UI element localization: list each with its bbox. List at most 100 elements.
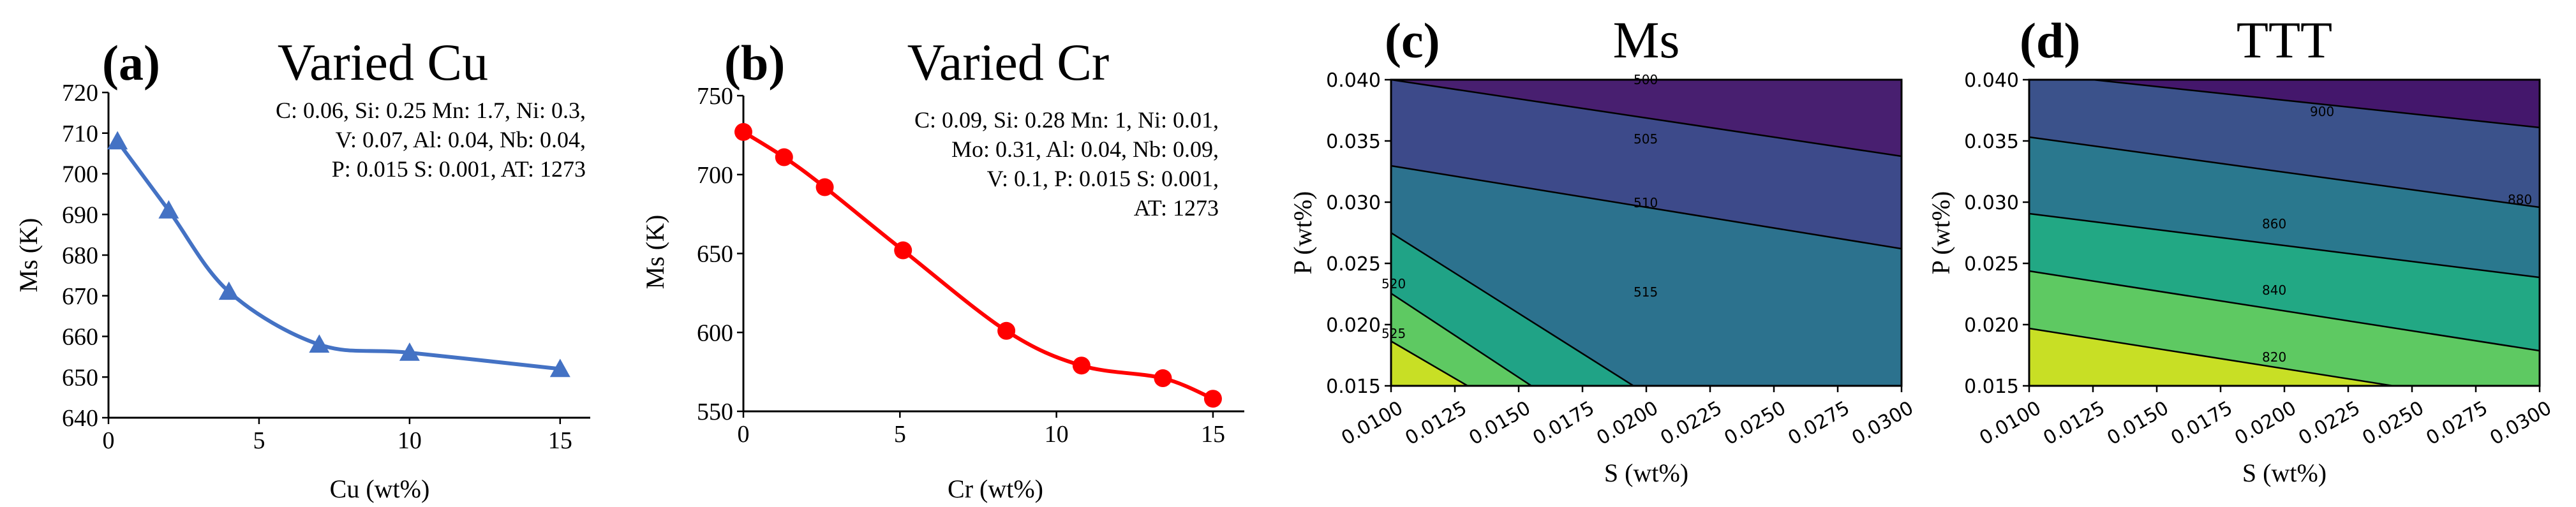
panel-b-series-line [742, 130, 1214, 400]
panel-a-data-point [107, 131, 128, 150]
panel-c-band-3 [1391, 166, 1902, 386]
panel-d-x-tick-label: 0.0100 [1976, 397, 2044, 450]
panel-b-data-point [775, 148, 793, 166]
panel-c-x-tick-label: 0.0250 [1720, 397, 1789, 450]
panel-c-x-tick-label: 0.0175 [1529, 397, 1598, 450]
panel-a-x-tick-label: 10 [398, 427, 422, 454]
panel-b-annotation: C: 0.09, Si: 0.28 Mn: 1, Ni: 0.01, Mo: 0.… [914, 107, 1219, 221]
panel-d-x-tick-label: 0.0150 [2103, 397, 2172, 450]
panel-d-y-tick-labels: 0.015 0.020 0.025 0.030 0.035 0.040 [1964, 70, 2029, 398]
panel-b-y-tick-label: 600 [697, 320, 733, 346]
panel-b-y-tick-label: 750 [697, 83, 733, 110]
panel-a-title: Varied Cu [278, 33, 488, 91]
panel-c: (c) Ms 500 505 510 515 520 525 0.0150.02… [1288, 11, 1917, 487]
panel-c-x-tick-label: 0.0100 [1337, 397, 1406, 450]
panel-a-y-tick-label: 650 [62, 364, 98, 391]
panel-d-x-tick-label: 0.0275 [2422, 397, 2491, 450]
panel-c-contour-fill [1391, 80, 1902, 386]
panel-a-y-tick-label: 670 [62, 283, 98, 310]
panel-d-contour-label-5: 900 [2310, 104, 2334, 119]
panel-c-y-tick-label: 0.030 [1326, 192, 1381, 214]
panel-d-y-label: P (wt%) [1926, 191, 1955, 275]
panel-d-contour-line-3 [2029, 212, 2540, 279]
panel-d-x-tick-label: 0.0200 [2231, 397, 2300, 450]
panel-b-x-tick-labels: 0 5 10 15 [738, 421, 1225, 448]
panel-d-contour-line-4 [2029, 270, 2540, 352]
panel-c-x-tick-labels: 0.01000.01250.01500.01750.02000.02250.02… [1337, 386, 1917, 450]
panel-d-y-tick-label: 0.015 [1964, 376, 2019, 398]
panel-d-contour-line-1 [2092, 80, 2540, 129]
panel-c-y-tick-label: 0.020 [1326, 314, 1381, 337]
panel-b-y-tick-labels: 550 600 650 700 750 [697, 83, 733, 425]
panel-b-x-label: Cr (wt%) [948, 474, 1043, 503]
panel-c-letter: (c) [1385, 13, 1440, 68]
panel-b-data-point [1154, 369, 1172, 388]
panel-b-letter: (b) [724, 35, 785, 91]
panel-c-contour-label-4: 515 [1634, 284, 1658, 300]
panel-b-data-point [734, 122, 752, 141]
panel-c-y-tick-label: 0.025 [1326, 253, 1381, 276]
panel-a-annotation-line: P: 0.015 S: 0.001, AT: 1273 [332, 156, 586, 182]
panel-b-y-tick-label: 550 [697, 399, 733, 425]
panel-b-data-point [894, 241, 912, 260]
panel-b-data-point [1203, 390, 1222, 408]
panel-a-data-point [158, 200, 179, 219]
panel-d-contour-label-1: 820 [2262, 349, 2286, 365]
panel-c-x-tick-label: 0.0150 [1465, 397, 1534, 450]
panel-c-contour-label-3: 510 [1634, 195, 1658, 210]
panel-a-y-tick-labels: 640 650 660 670 680 690 700 710 720 [62, 80, 98, 432]
panel-d: (d) TTT 820 840 860 880 900 0.0150.0200.… [1926, 11, 2556, 487]
panel-b-x-tick-label: 10 [1045, 421, 1069, 448]
panel-a: (a) Varied Cu C: 0.06, Si: 0.25 Mn: 1.7,… [14, 33, 590, 503]
panel-a-data-point [218, 281, 239, 300]
panel-c-x-tick-label: 0.0225 [1657, 397, 1725, 450]
panel-c-x-label: S (wt%) [1604, 459, 1688, 487]
panel-b-data-point [997, 321, 1016, 340]
panel-d-contour-label-2: 840 [2262, 283, 2286, 298]
panel-c-contour-label-5: 520 [1381, 276, 1406, 291]
panel-c-y-label: P (wt%) [1288, 191, 1317, 275]
panel-d-contour-label-4: 880 [2508, 192, 2532, 207]
panel-b-annotation-line: Mo: 0.31, Al: 0.04, Nb: 0.09, [951, 136, 1219, 162]
panel-d-band-3 [2029, 137, 2540, 277]
panel-c-x-tick-label: 0.0125 [1401, 397, 1470, 450]
panel-d-y-tick-label: 0.025 [1964, 253, 2019, 276]
panel-b-x-tick-label: 5 [894, 421, 906, 448]
panel-b: (b) Varied Cr C: 0.09, Si: 0.28 Mn: 1, N… [641, 33, 1244, 503]
panel-d-x-tick-label: 0.0175 [2167, 397, 2236, 450]
panel-a-y-tick-label: 660 [62, 324, 98, 351]
panel-a-letter: (a) [102, 35, 160, 91]
panel-a-data-point [549, 358, 570, 378]
panel-a-data-point [309, 334, 330, 353]
panel-a-data-point [399, 342, 420, 361]
panel-d-contour-line-2 [2029, 136, 2540, 209]
panel-d-contour-label-3: 860 [2262, 216, 2286, 231]
panel-a-y-label: Ms (K) [14, 218, 43, 293]
panel-d-y-tick-label: 0.030 [1964, 192, 2019, 214]
panel-a-x-tick-labels: 0 5 10 15 [103, 427, 572, 454]
panel-d-contour-labels: 820 840 860 880 900 [2262, 104, 2532, 365]
panel-a-x-tick-label: 0 [103, 427, 115, 454]
panel-c-y-tick-labels: 0.015 0.020 0.025 0.030 0.035 0.040 [1326, 70, 1391, 398]
panel-c-contour-line-1 [1391, 80, 1902, 158]
panel-a-annotation-line: V: 0.07, Al: 0.04, Nb: 0.04, [336, 127, 586, 152]
panel-c-y-tick-label: 0.015 [1326, 376, 1381, 398]
panel-d-band-5 [2029, 271, 2540, 386]
panel-c-x-tick-label: 0.0200 [1593, 397, 1662, 450]
panel-c-contour-line-3 [1391, 231, 1634, 386]
panel-d-title: TTT [2237, 11, 2332, 69]
panel-d-letter: (d) [2020, 13, 2080, 68]
panel-b-y-label: Ms (K) [641, 215, 669, 290]
panel-d-y-tick-label: 0.040 [1964, 70, 2019, 92]
panel-a-y-tick-label: 710 [62, 121, 98, 147]
panel-d-x-tick-label: 0.0250 [2358, 397, 2427, 450]
panel-c-contour-line-5 [1391, 340, 1468, 386]
panel-b-annotation-line: AT: 1273 [1134, 195, 1219, 221]
panel-c-x-tick-label: 0.0300 [1848, 397, 1917, 450]
panel-b-x-tick-label: 0 [738, 421, 750, 448]
panel-a-y-tick-label: 690 [62, 202, 98, 228]
panel-c-contour-label-6: 525 [1381, 326, 1406, 341]
panel-d-band-4 [2029, 214, 2540, 351]
panel-b-y-tick-label: 650 [697, 241, 733, 268]
